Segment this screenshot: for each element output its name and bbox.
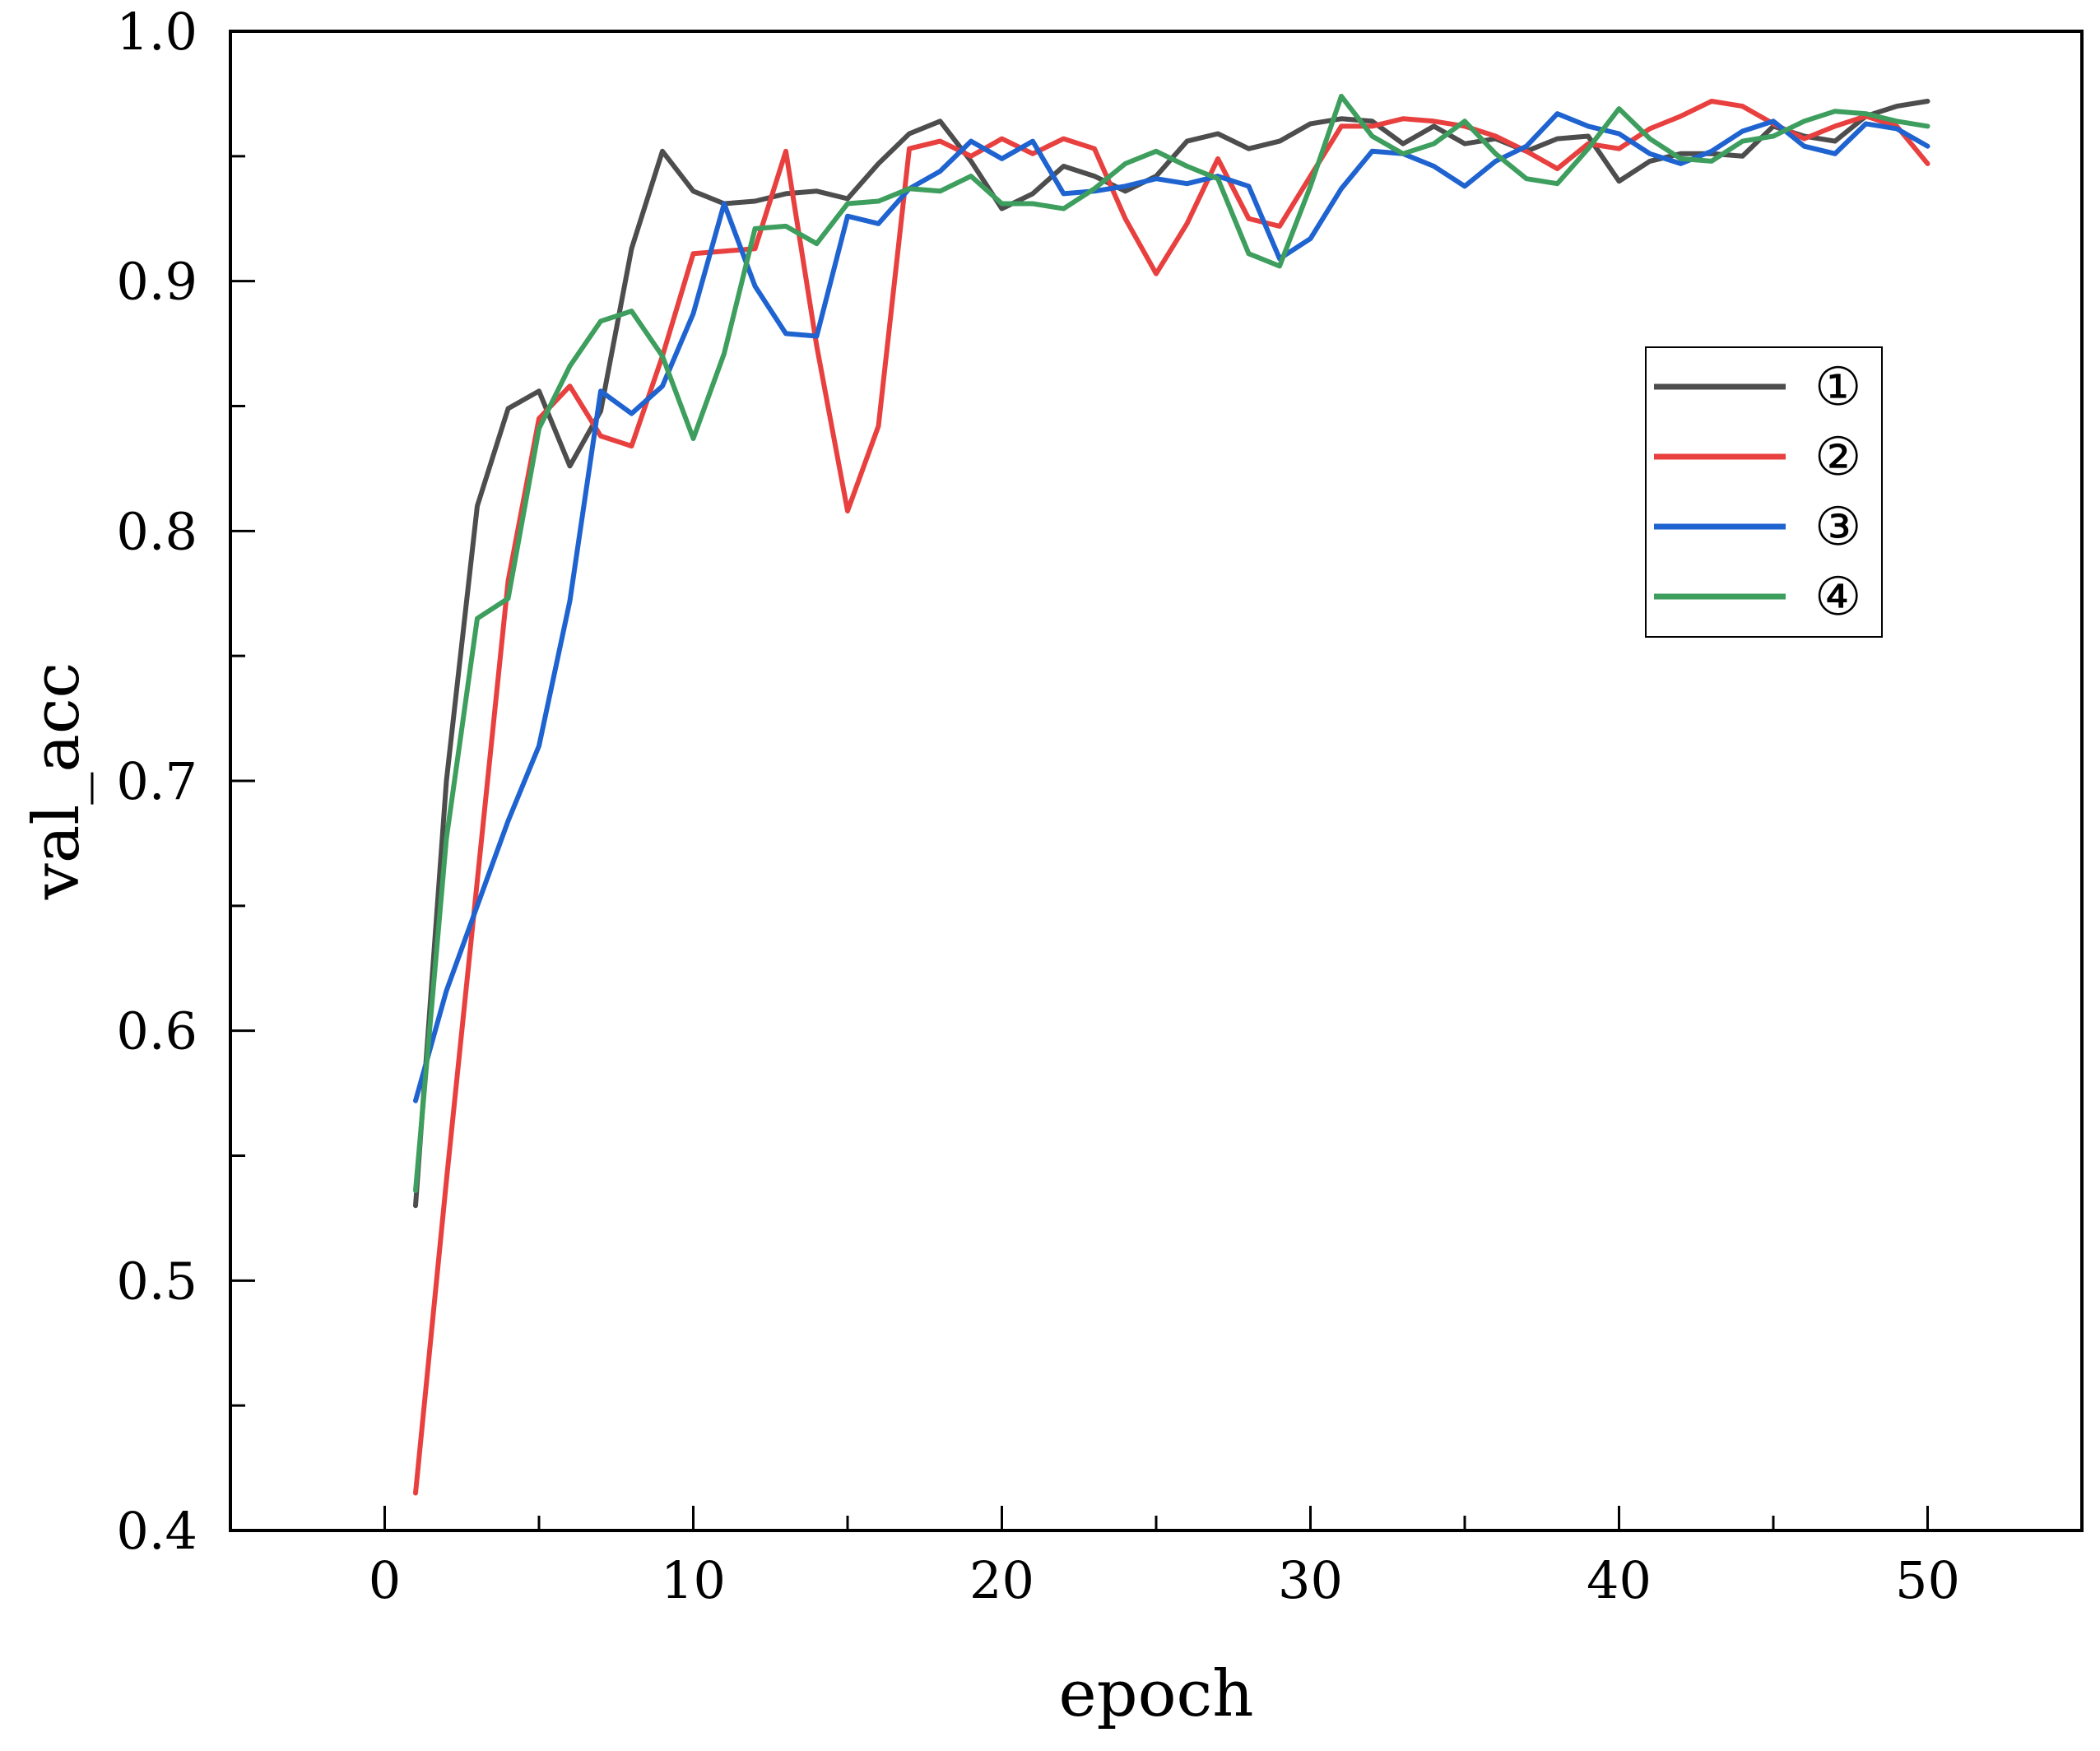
series-lines [413, 94, 1930, 1496]
y-tick-label: 0.8 [116, 501, 197, 561]
y-tick-label: 0.4 [116, 1501, 197, 1561]
legend-box [1645, 346, 1883, 638]
y-axis-title: val_acc [20, 662, 94, 900]
x-tick-label: 10 [661, 1550, 726, 1610]
y-tick-label: 0.9 [116, 252, 197, 312]
x-tick-label: 30 [1278, 1550, 1343, 1610]
axis-tick-labels: 0 10 20 30 40 50 0.4 0.5 0.6 0.7 0.8 0.9 1.0 [116, 2, 1960, 1610]
legend: ① ② ③ ④ [1645, 346, 1883, 638]
series-line-2 [413, 99, 1930, 1496]
legend-label-3: ③ [1814, 497, 1861, 558]
y-tick-label: 0.5 [116, 1251, 197, 1311]
y-tick-label: 0.7 [116, 751, 197, 811]
axis-ticks [229, 30, 2084, 1532]
legend-label-1: ① [1814, 357, 1861, 418]
x-tick-label: 0 [369, 1550, 401, 1610]
legend-label-4: ④ [1814, 567, 1861, 628]
x-tick-label: 40 [1587, 1550, 1652, 1610]
y-tick-label: 0.6 [116, 1001, 197, 1061]
y-tick-label: 1.0 [116, 2, 197, 62]
x-tick-label: 50 [1895, 1550, 1960, 1610]
x-axis-title: epoch [1059, 1657, 1254, 1731]
x-tick-label: 20 [969, 1550, 1034, 1610]
legend-label-2: ② [1814, 427, 1861, 488]
series-line-4 [413, 94, 1930, 1193]
